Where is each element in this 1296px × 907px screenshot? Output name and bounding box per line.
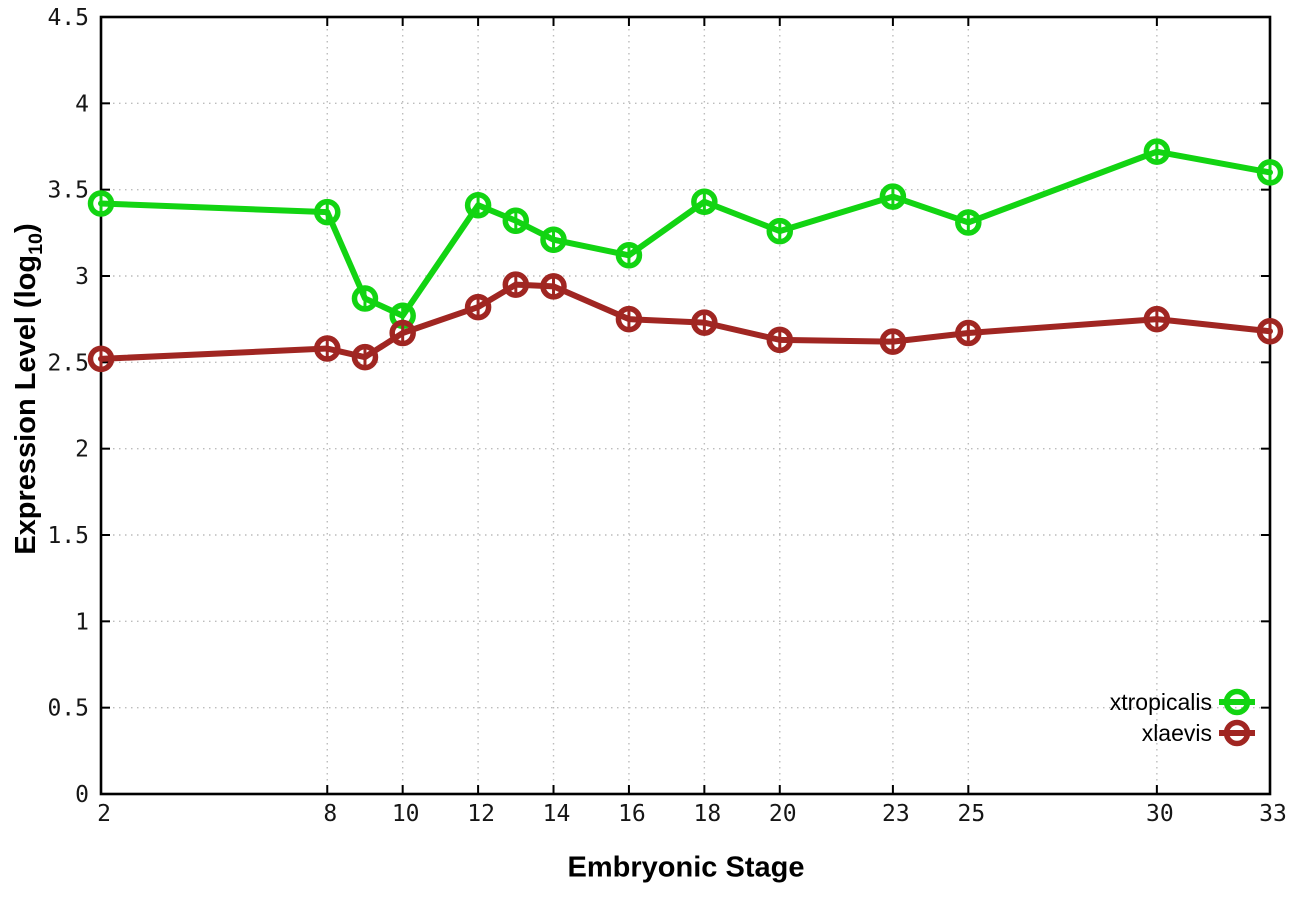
- x-tick-label: 10: [392, 801, 420, 827]
- data-point-marker: [1256, 159, 1284, 186]
- grid-lines: [101, 17, 1270, 794]
- legend-sample-marker: [1223, 688, 1251, 716]
- data-point-marker: [502, 271, 530, 298]
- y-tick-label: 2.5: [47, 350, 89, 376]
- y-axis-title-close: ): [10, 223, 43, 233]
- legend-item-xtropicalis: xtropicalis: [1110, 688, 1255, 716]
- data-point-marker: [314, 198, 341, 226]
- y-tick-label: 0.5: [47, 696, 89, 722]
- data-point-marker: [615, 305, 643, 333]
- y-tick-label: 1: [75, 609, 89, 635]
- x-tick-label: 12: [467, 801, 495, 827]
- legend-item-xlaevis: xlaevis: [1142, 719, 1255, 747]
- data-point-marker: [351, 285, 379, 312]
- x-tick-label: 20: [769, 801, 797, 827]
- data-point-marker: [766, 217, 794, 245]
- data-point-marker: [540, 273, 567, 300]
- series-line-xtropicalis: [98, 148, 1273, 319]
- plot-border: [99, 15, 1272, 796]
- series-line-xlaevis: [98, 281, 1273, 362]
- x-axis-title-text: Embryonic Stage: [567, 851, 805, 884]
- x-tick-label: 18: [694, 801, 722, 827]
- data-point-marker: [351, 343, 379, 371]
- data-point-marker: [766, 326, 794, 354]
- y-axis-title: Expression Level (log10): [10, 223, 48, 554]
- y-tick-label: 0: [75, 782, 89, 808]
- data-point-marker: [691, 188, 718, 216]
- data-point-marker: [540, 226, 567, 253]
- x-tick-label: 30: [1146, 801, 1174, 827]
- x-tick-label: 2: [97, 801, 111, 827]
- data-point-marker: [1143, 138, 1171, 165]
- data-point-marker: [502, 207, 530, 234]
- data-point-marker: [879, 328, 907, 355]
- x-axis-title: Embryonic Stage: [568, 852, 805, 885]
- data-point-marker: [464, 191, 492, 219]
- data-point-marker: [691, 309, 718, 336]
- data-point-marker: [389, 319, 416, 347]
- y-tick-label: 2: [75, 437, 89, 463]
- y-tick-label: 4: [75, 91, 89, 117]
- series-xlaevis: [87, 271, 1284, 373]
- y-tick-label: 1.5: [47, 523, 89, 549]
- x-tick-label: 14: [543, 801, 571, 827]
- y-tick-label: 4.5: [47, 5, 89, 31]
- data-point-marker: [1256, 318, 1284, 345]
- series-xtropicalis: [87, 138, 1284, 329]
- x-tick-label: 33: [1259, 801, 1287, 827]
- y-axis-title-subscript: 10: [24, 232, 47, 255]
- x-tick-label: 16: [618, 801, 646, 827]
- legend-sample-marker: [1223, 719, 1251, 747]
- data-point-marker: [955, 319, 982, 347]
- data-point-marker: [615, 242, 643, 269]
- axis-ticks: [100, 16, 1271, 795]
- data-point-marker: [879, 183, 907, 210]
- y-tick-label: 3: [75, 264, 89, 290]
- x-tick-label: 23: [882, 801, 910, 827]
- legend: xtropicalis xlaevis: [1110, 688, 1255, 747]
- tick-labels: 0 0.5 1 1.5 2 2.5 3 3.5 4 4.5 2 8 10 12 14 16 18 20 23 25 30…: [47, 5, 1286, 827]
- y-axis-title-main: Expression Level (log: [10, 254, 43, 555]
- legend-label: xtropicalis: [1110, 689, 1212, 715]
- data-point-marker: [464, 293, 492, 321]
- data-point-marker: [87, 190, 115, 217]
- data-point-marker: [1143, 305, 1171, 333]
- x-tick-label: 8: [323, 801, 337, 827]
- legend-label: xlaevis: [1142, 720, 1212, 746]
- x-tick-label: 25: [957, 801, 985, 827]
- y-tick-label: 3.5: [47, 178, 89, 204]
- data-point-marker: [314, 335, 341, 362]
- data-point-marker: [955, 209, 982, 236]
- data-point-marker: [87, 345, 115, 373]
